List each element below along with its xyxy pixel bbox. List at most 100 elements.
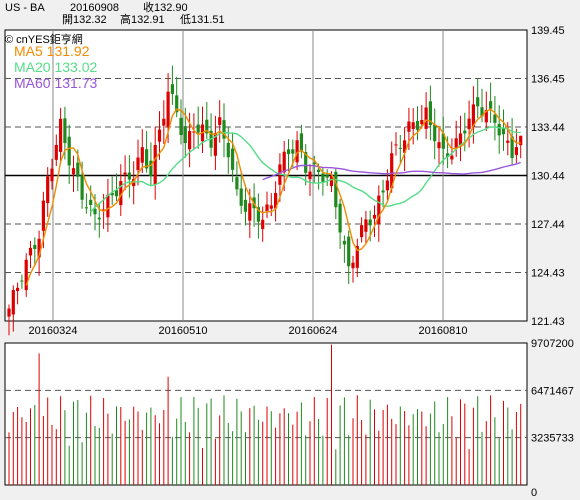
candle-body (231, 148, 235, 170)
candle-body (89, 199, 93, 205)
candle-body (385, 180, 389, 191)
candle-body (123, 172, 127, 175)
candle-body (467, 118, 471, 130)
candle-body (338, 203, 342, 233)
date-label: 20160908 (70, 2, 119, 14)
ma5-legend: MA5 131.92 (14, 43, 90, 59)
candle-body (226, 143, 230, 158)
candle-body (312, 162, 316, 165)
candle-body (46, 176, 50, 204)
candle-body (403, 140, 407, 153)
price-y-tick-label: 139.45 (531, 25, 565, 37)
candle-body (102, 209, 106, 211)
candle-body (243, 199, 248, 212)
candle-body (390, 153, 394, 189)
candle-body (136, 157, 140, 171)
candle-body (213, 133, 217, 156)
candle-body (514, 147, 518, 155)
candle-body (433, 124, 437, 142)
candle-body (471, 104, 475, 128)
candle-body (476, 97, 480, 107)
candle-body (256, 207, 260, 222)
candle-body (484, 110, 488, 123)
volume-y-tick-label: 3235733 (531, 433, 574, 445)
candle-body (299, 133, 303, 152)
candle-body (347, 236, 351, 267)
candle-body (420, 119, 424, 125)
x-tick-label: 20160510 (159, 325, 208, 337)
price-y-tick-label: 130.44 (531, 171, 565, 183)
candle-body (248, 203, 252, 221)
candle-body (411, 122, 415, 129)
candle-body (28, 247, 33, 256)
candle-body (11, 290, 15, 315)
candle-body (424, 107, 428, 129)
candle-body (355, 246, 359, 268)
candle-body (381, 190, 385, 193)
ma60-line (262, 161, 521, 181)
candle-body (67, 136, 71, 166)
candle-body (407, 121, 411, 132)
price-y-tick-label: 133.44 (531, 122, 565, 134)
candle-body (188, 131, 192, 150)
candle-body (218, 117, 222, 125)
candle-body (145, 149, 149, 169)
candle-body (20, 280, 24, 282)
candle-body (308, 171, 312, 180)
candle-body (140, 147, 144, 163)
candle-body (7, 308, 11, 317)
candle-body (63, 118, 67, 144)
candle-body (235, 177, 239, 190)
candle-body (291, 149, 295, 154)
candle-body (119, 181, 123, 206)
candle-body (394, 144, 398, 146)
candle-body (175, 95, 179, 113)
candle-body (166, 91, 170, 128)
candle-body (84, 207, 88, 209)
candle-body (97, 217, 101, 220)
candle-body (24, 259, 28, 291)
candle-body (446, 153, 450, 157)
candle-body (162, 118, 166, 126)
price-y-tick-label: 124.43 (531, 268, 565, 280)
x-tick-label: 20160810 (419, 325, 468, 337)
candle-body (454, 138, 458, 148)
candle-body (334, 171, 338, 208)
candle-body (398, 147, 402, 149)
candle-body (342, 240, 346, 245)
candle-body (127, 172, 131, 180)
candle-body (321, 173, 325, 182)
candle-body (450, 155, 454, 160)
candle-body (196, 124, 200, 133)
candle-body (106, 194, 110, 218)
ma20-line (90, 126, 521, 213)
candle-body (41, 200, 45, 231)
candle-body (265, 204, 269, 212)
volume-y-tick-label: 6471467 (531, 385, 574, 397)
candle-body (506, 140, 510, 143)
candle-body (501, 128, 506, 135)
candle-body (304, 152, 308, 173)
candle-body (50, 168, 54, 182)
candle-body (497, 123, 501, 136)
candle-body (317, 169, 321, 173)
candle-body (157, 129, 162, 142)
candle-body (71, 168, 76, 175)
x-tick-label: 20160624 (289, 325, 338, 337)
candle-body (329, 175, 334, 187)
x-tick-label: 20160324 (29, 325, 78, 337)
candle-body (415, 120, 420, 130)
candle-body (428, 101, 432, 126)
candle-body (372, 214, 377, 219)
candle-body (351, 262, 355, 269)
candle-body (93, 208, 97, 215)
price-chart: 139.45 136.45 133.44 130.44 127.44 124.43 121.… (4, 25, 565, 337)
candle-body (282, 151, 286, 173)
candle-body (16, 287, 20, 292)
low-price-label: 低131.51 (180, 14, 225, 26)
candle-body (480, 107, 484, 117)
candle-body (33, 244, 37, 250)
candle-body (295, 140, 299, 163)
ma5-line (25, 108, 521, 286)
candle-body (463, 130, 467, 134)
